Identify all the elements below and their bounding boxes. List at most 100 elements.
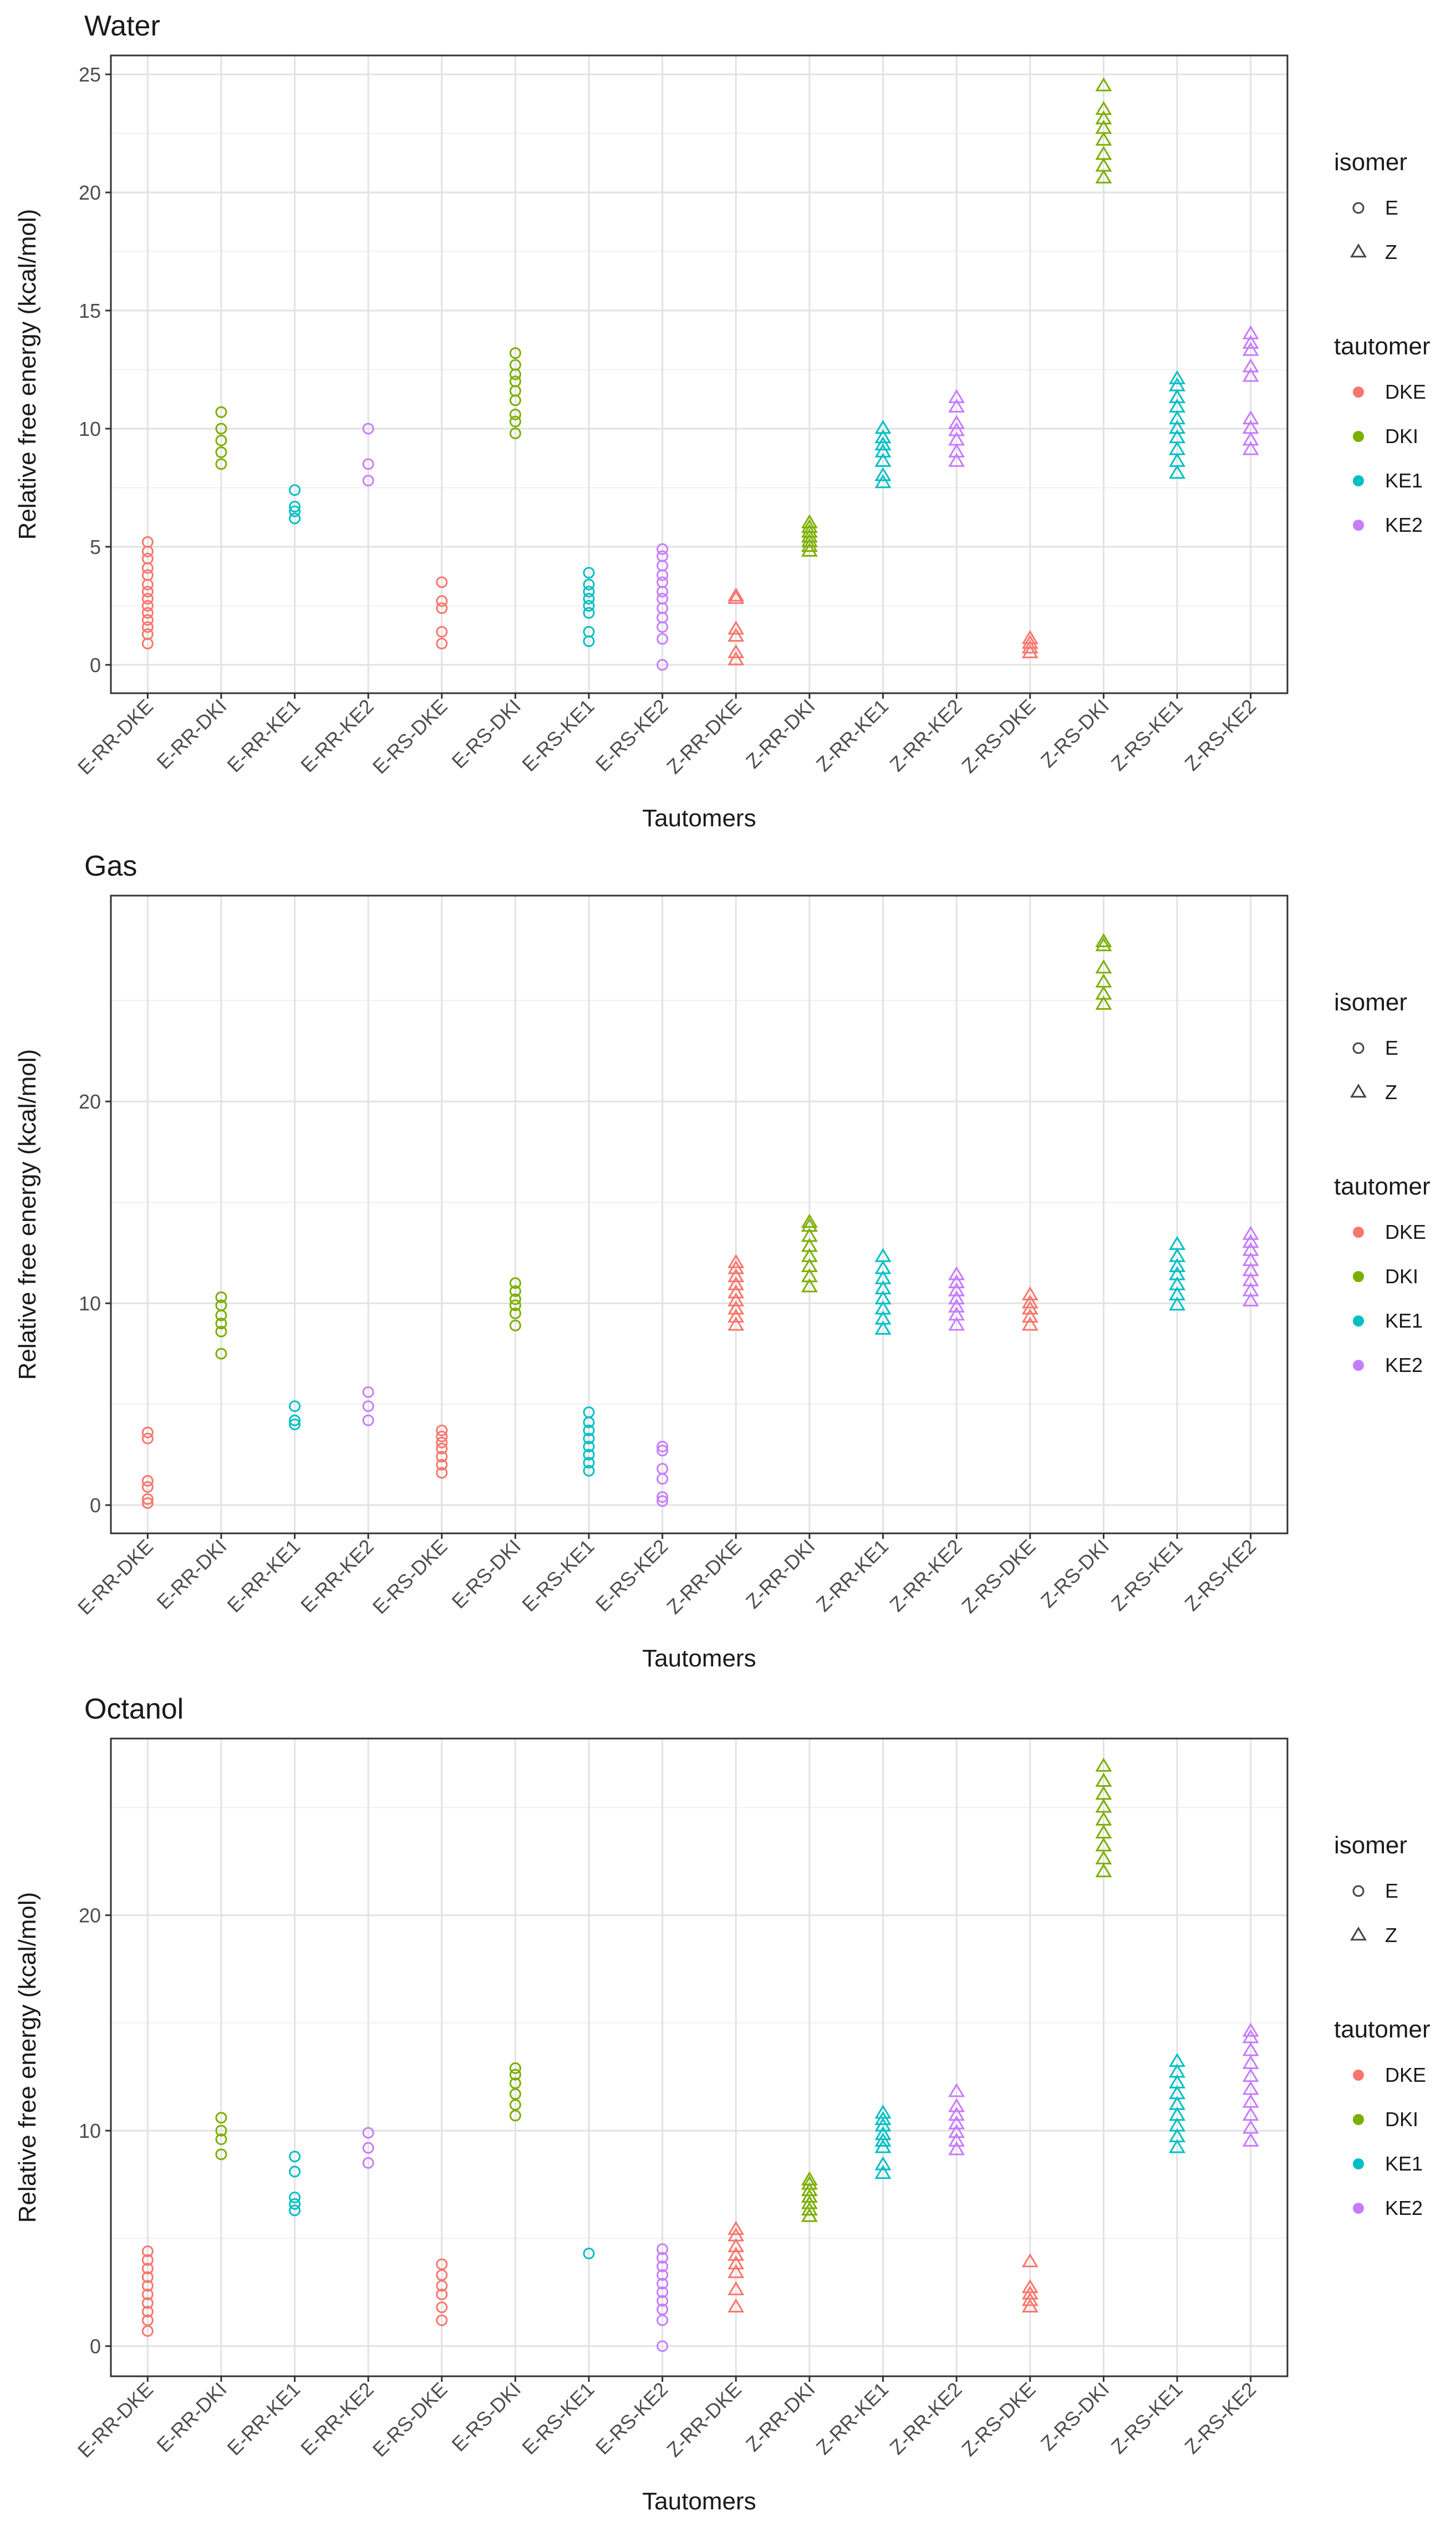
point-E-E-RS-KE1 <box>583 1457 595 1469</box>
point-Z-Z-RR-DKE <box>727 1308 745 1323</box>
point-Z-Z-RR-KE2 <box>948 1290 965 1305</box>
panel-border <box>110 895 1289 1534</box>
point-Z-Z-RS-KE1 <box>1169 1286 1186 1300</box>
point-Z-Z-RR-KE2 <box>948 2132 965 2147</box>
point-E-E-RS-DKI <box>509 1277 521 1289</box>
point-Z-Z-RS-DKI <box>1095 131 1112 146</box>
point-Z-Z-RR-KE2 <box>948 443 965 458</box>
point-Z-Z-RR-DKI <box>801 1248 818 1262</box>
point-Z-Z-RS-KE1 <box>1169 2052 1186 2067</box>
point-Z-Z-RS-KE1 <box>1169 2064 1186 2078</box>
point-Z-Z-RS-DKE <box>1021 639 1038 654</box>
point-E-E-RS-DKI <box>509 427 521 439</box>
legend-key-DKI <box>1353 2114 1364 2125</box>
point-E-E-RS-KE2 <box>656 1441 669 1453</box>
point-E-E-RR-DKE <box>141 1432 154 1445</box>
point-Z-Z-RR-KE1 <box>874 1320 892 1335</box>
point-Z-Z-RS-DKE <box>1021 1294 1038 1309</box>
point-E-E-RS-DKI <box>509 1299 521 1312</box>
point-Z-Z-RS-DKI <box>1095 1757 1112 1772</box>
legend-title-isomer: isomer <box>1334 1832 1407 1859</box>
panel-title: Water <box>84 10 160 42</box>
point-Z-Z-RS-KE1 <box>1169 398 1186 413</box>
point-E-E-RS-DKI <box>509 2077 521 2090</box>
point-E-E-RS-DKE <box>436 576 448 588</box>
point-E-E-RR-DKE <box>141 2297 154 2309</box>
point-E-E-RS-KE1 <box>583 1432 595 1445</box>
point-E-E-RR-KE2 <box>362 475 374 487</box>
point-E-E-RR-DKI <box>215 1348 227 1360</box>
point-E-E-RR-DKE <box>141 628 154 641</box>
point-Z-Z-RR-DKE <box>727 1276 745 1290</box>
point-Z-Z-RR-KE1 <box>874 453 892 467</box>
point-Z-Z-RR-KE1 <box>874 420 892 434</box>
point-Z-Z-RS-DKI <box>1095 1772 1112 1787</box>
y-axis-label: Relative free energy (kcal/mol) <box>14 1892 41 2223</box>
point-E-E-RR-KE1 <box>289 1418 301 1430</box>
point-E-E-RR-DKI <box>215 458 227 470</box>
point-Z-Z-RS-DKI <box>1095 1837 1112 1852</box>
point-E-E-RS-DKI <box>509 415 521 428</box>
point-Z-Z-RS-KE2 <box>1242 2106 1259 2121</box>
point-Z-Z-RS-KE2 <box>1242 431 1259 446</box>
point-Z-Z-RS-DKI <box>1095 77 1112 92</box>
point-Z-Z-RS-KE1 <box>1169 2074 1186 2088</box>
point-E-E-RS-DKI <box>509 375 521 388</box>
point-Z-Z-RS-DKI <box>1095 1824 1112 1839</box>
point-E-E-RS-KE1 <box>583 2248 595 2260</box>
panel-gas: Gas 01020E-RR-DKEE-RR-DKIE-RR-KE1E-RR-KE… <box>14 850 1430 1672</box>
panel-border <box>110 1737 1289 2377</box>
point-Z-Z-RR-DKI <box>801 1213 818 1228</box>
point-E-E-RS-DKE <box>436 1436 448 1449</box>
point-Z-Z-RR-KE2 <box>948 1298 965 1313</box>
point-Z-Z-RR-DKE <box>727 1254 745 1268</box>
point-Z-Z-RS-KE2 <box>1242 1292 1259 1307</box>
legend-label: KE1 <box>1385 469 1423 492</box>
point-Z-Z-RS-KE1 <box>1169 453 1186 467</box>
point-Z-Z-RR-DKI <box>801 1228 818 1242</box>
point-Z-Z-RS-KE1 <box>1169 1236 1186 1250</box>
point-E-E-RS-DKE <box>436 2314 448 2326</box>
point-Z-Z-RR-DKE <box>727 589 745 604</box>
point-Z-Z-RS-KE2 <box>1242 325 1259 339</box>
point-Z-Z-RR-KE1 <box>874 1310 892 1325</box>
point-Z-Z-RR-KE2 <box>948 453 965 467</box>
point-E-E-RS-DKI <box>509 347 521 359</box>
point-Z-Z-RS-KE1 <box>1169 420 1186 434</box>
point-Z-Z-RR-KE1 <box>874 436 892 451</box>
point-E-E-RR-KE2 <box>362 2127 374 2139</box>
point-Z-Z-RS-DKI <box>1095 145 1112 160</box>
point-E-E-RR-DKI <box>215 1325 227 1338</box>
plot-area: 0510152025E-RR-DKEE-RR-DKIE-RR-KE1E-RR-K… <box>73 54 1289 779</box>
point-Z-Z-RR-DKE <box>727 1284 745 1299</box>
point-E-E-RR-DKE <box>141 552 154 565</box>
point-E-E-RS-KE1 <box>583 578 595 591</box>
point-Z-Z-RS-KE2 <box>1242 1226 1259 1240</box>
point-Z-Z-RS-DKE <box>1021 644 1038 658</box>
point-E-E-RR-DKE <box>141 599 154 612</box>
point-Z-Z-RS-KE2 <box>1242 2093 1259 2108</box>
point-E-E-RR-KE1 <box>289 1400 301 1412</box>
y-tick-label: 0 <box>90 1494 101 1517</box>
point-Z-Z-RS-KE1 <box>1169 2117 1186 2132</box>
point-Z-Z-RR-DKI <box>801 1278 818 1293</box>
point-Z-Z-RS-DKE <box>1021 2279 1038 2294</box>
point-Z-Z-RS-KE1 <box>1169 389 1186 403</box>
point-E-E-RR-KE2 <box>362 1414 374 1426</box>
point-E-E-RS-DKE <box>436 626 448 638</box>
point-Z-Z-RS-KE2 <box>1242 334 1259 349</box>
point-Z-Z-RR-DKE <box>727 2255 745 2270</box>
point-E-E-RS-KE2 <box>656 2340 669 2352</box>
point-Z-Z-RR-KE2 <box>948 422 965 436</box>
plot-background <box>111 896 1287 1533</box>
legend-label: DKE <box>1385 2064 1426 2086</box>
point-E-E-RR-KE2 <box>362 458 374 470</box>
point-Z-Z-RR-KE2 <box>948 415 965 429</box>
point-Z-Z-RS-DKI <box>1095 1798 1112 1813</box>
legend-key-DKE <box>1353 1227 1364 1238</box>
point-Z-Z-RS-KE1 <box>1169 1296 1186 1311</box>
point-Z-Z-RR-KE2 <box>948 2098 965 2112</box>
point-E-E-RS-KE1 <box>583 1441 595 1453</box>
plot-area: 01020E-RR-DKEE-RR-DKIE-RR-KE1E-RR-KE2E-R… <box>73 1737 1289 2462</box>
